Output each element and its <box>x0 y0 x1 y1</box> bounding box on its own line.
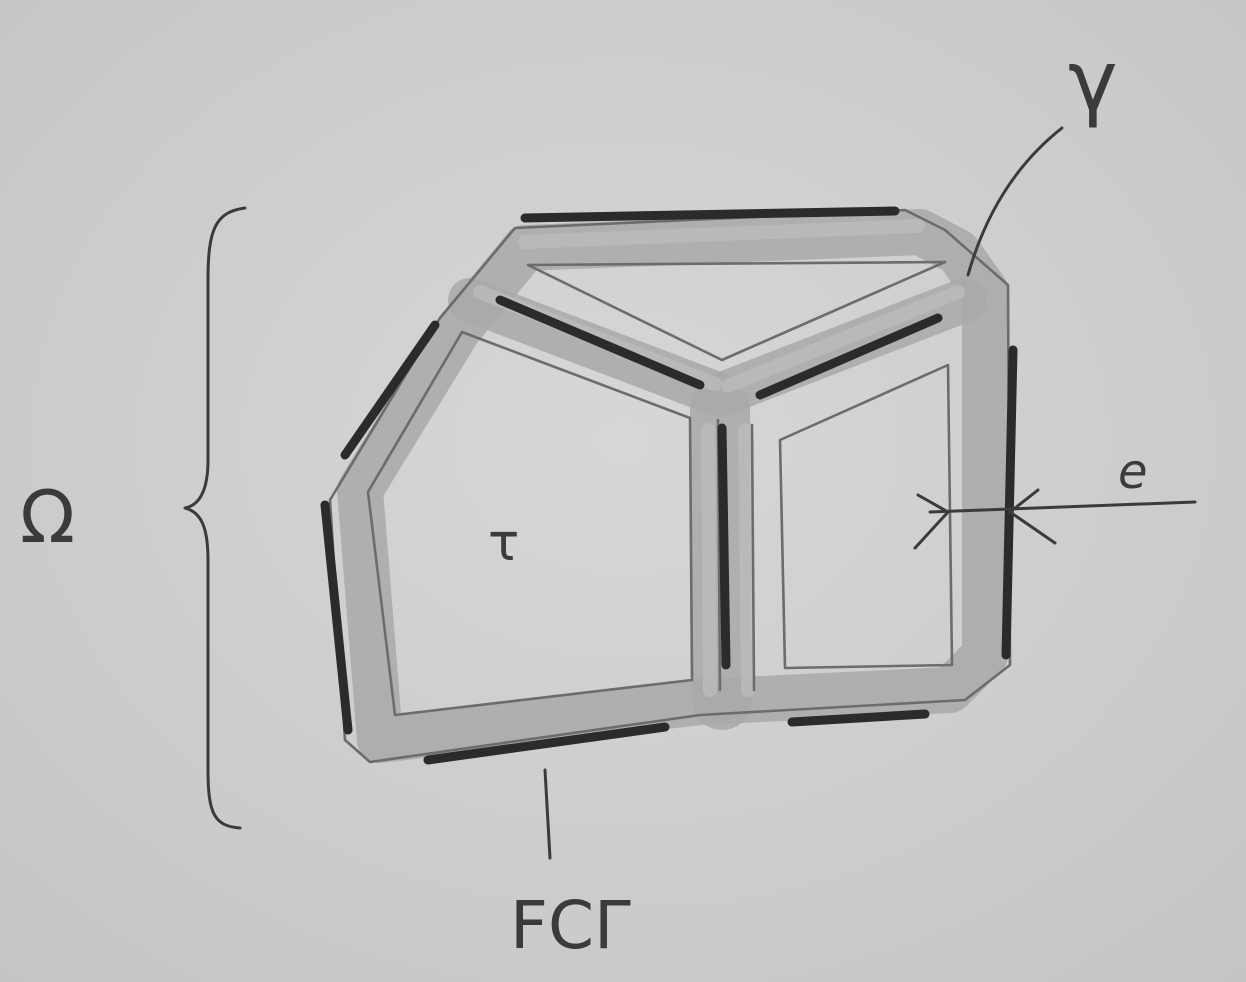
gamma-leader-line <box>966 126 1064 277</box>
bold-bottom-left-edge <box>423 722 670 765</box>
thickness-label: e <box>1118 444 1148 500</box>
bold-right-edge <box>1001 345 1018 660</box>
bold-left-edge <box>320 500 353 735</box>
bold-bottom-right-edge <box>787 709 930 727</box>
left-cell-contour <box>366 330 694 717</box>
omega-label: Ω <box>20 475 75 559</box>
thickness-line <box>928 500 1197 514</box>
omega-brace <box>183 206 247 830</box>
top-triangle-contour <box>526 260 947 362</box>
bold-boundary-segments <box>320 206 1018 765</box>
fc-gamma-label: FCΓ <box>510 887 631 964</box>
bold-top-edge <box>520 206 900 223</box>
thickness-arrow-right <box>1008 488 1057 545</box>
bold-central-stem <box>717 423 731 670</box>
bold-inner-right-diagonal <box>755 313 943 400</box>
gamma-label: γ <box>1068 32 1118 130</box>
bold-inner-diagonal <box>495 295 705 390</box>
bold-upper-left-edge <box>340 320 440 460</box>
domain-tau-label: τ <box>488 513 519 573</box>
fc-gamma-leader-line <box>543 768 552 860</box>
outer-boundary-band <box>337 209 1008 763</box>
right-cell-contour <box>778 363 954 670</box>
annotations: Ω γ e τ FCΓ <box>20 32 1197 964</box>
